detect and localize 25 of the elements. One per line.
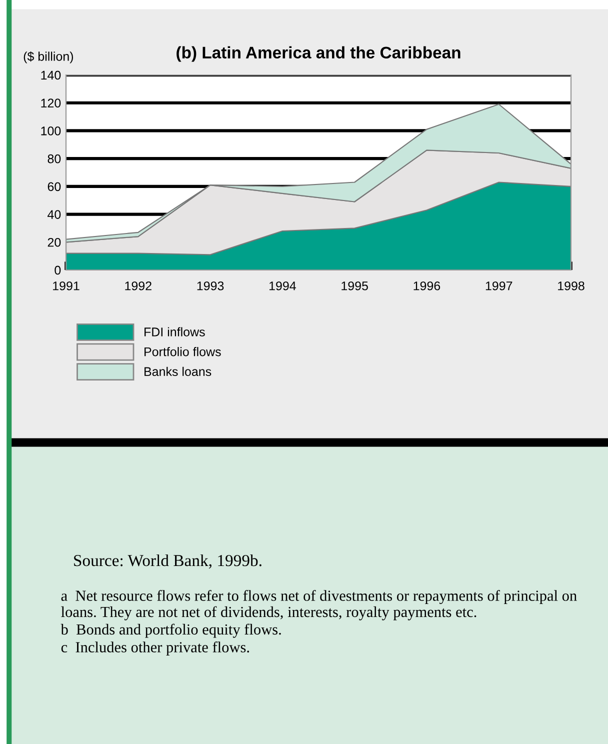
x-tick-label: 1992 [125, 281, 152, 290]
y-tick-label: 60 [48, 182, 61, 192]
x-tick-label: 1994 [269, 281, 296, 290]
y-tick-label: 20 [48, 238, 61, 247]
text: c Includes other private flows. [61, 642, 250, 656]
x-tick-label: 1995 [342, 281, 368, 290]
legend-label: Banks loans [144, 366, 212, 376]
y-tick-label: 100 [41, 126, 61, 136]
y-axis-title: ($ billion) [24, 51, 74, 64]
text: a Net resource flows refer to flows net of divestments or repayments of principal on loans. They are not net of dividends, interests, royalty payments etc. [61, 590, 577, 620]
x-tick-label: 1991 [53, 281, 80, 290]
text: b Bonds and portfolio equity flows. [60, 624, 281, 638]
y-tick-label: 40 [48, 210, 61, 219]
x-tick-label: 1998 [558, 281, 584, 290]
y-tick-label: 120 [41, 98, 61, 108]
x-tick-label: 1993 [197, 281, 224, 290]
x-tick-label: 1996 [414, 281, 440, 290]
y-tick-label: 80 [48, 154, 61, 164]
y-tick-label: 0 [54, 266, 61, 275]
x-tick-label: 1997 [486, 281, 512, 290]
chart-title: (b) Latin America and the Caribbean [176, 46, 460, 62]
source-note: Source: World Bank, 1999b. [74, 554, 262, 569]
legend-label: Portfolio flows [144, 347, 221, 356]
y-tick-label: 140 [41, 70, 61, 80]
legend-label: FDI inflows [144, 327, 205, 336]
